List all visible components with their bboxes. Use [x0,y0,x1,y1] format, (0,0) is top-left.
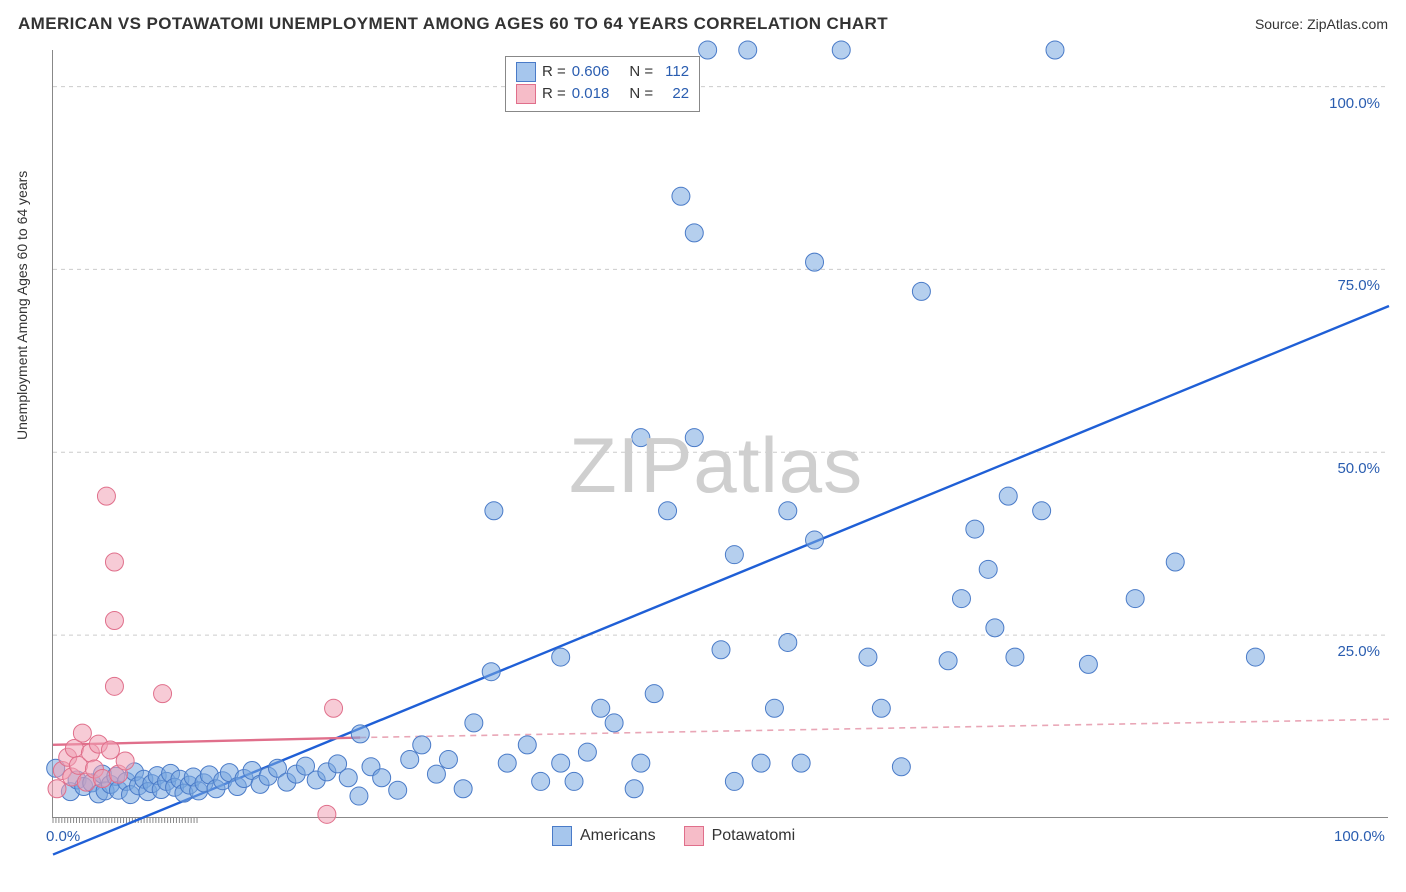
legend-swatch [552,826,572,846]
legend-n-label: N = [629,83,653,105]
series-legend-label: Americans [580,827,656,845]
y-tick-label: 100.0% [1329,95,1380,112]
legend-r-label: R = [542,83,566,105]
series-legend-item: Americans [552,826,656,846]
series-legend-label: Potawatomi [712,827,796,845]
chart-svg [53,50,1388,817]
y-axis-label: Unemployment Among Ages 60 to 64 years [14,171,30,440]
y-tick-label: 75.0% [1337,277,1380,294]
y-tick-label: 50.0% [1337,460,1380,477]
chart-source: Source: ZipAtlas.com [1255,16,1388,32]
legend-r-value: 0.018 [572,83,610,105]
chart-title: AMERICAN VS POTAWATOMI UNEMPLOYMENT AMON… [18,14,888,34]
legend-row: R = 0.018 N = 22 [516,83,689,105]
series-legend-item: Potawatomi [684,826,796,846]
legend-n-value: 112 [659,61,689,83]
legend-row: R = 0.606 N = 112 [516,61,689,83]
x-axis-max-label: 100.0% [1334,828,1385,845]
plot-area: ZIPatlas R =0.606N =112R =0.018N =22 25.… [52,50,1388,818]
legend-swatch [516,84,536,104]
x-axis-min-label: 0.0% [46,828,80,845]
series-legend: Americans Potawatomi [552,826,795,846]
legend-r-value: 0.606 [572,61,610,83]
legend-swatch [516,62,536,82]
legend-n-value: 22 [659,83,689,105]
y-tick-label: 25.0% [1337,643,1380,660]
legend-n-label: N = [629,61,653,83]
legend-swatch [684,826,704,846]
legend-r-label: R = [542,61,566,83]
correlation-legend: R = 0.606 N = 112 R = 0.018 N = 22 [505,56,700,112]
